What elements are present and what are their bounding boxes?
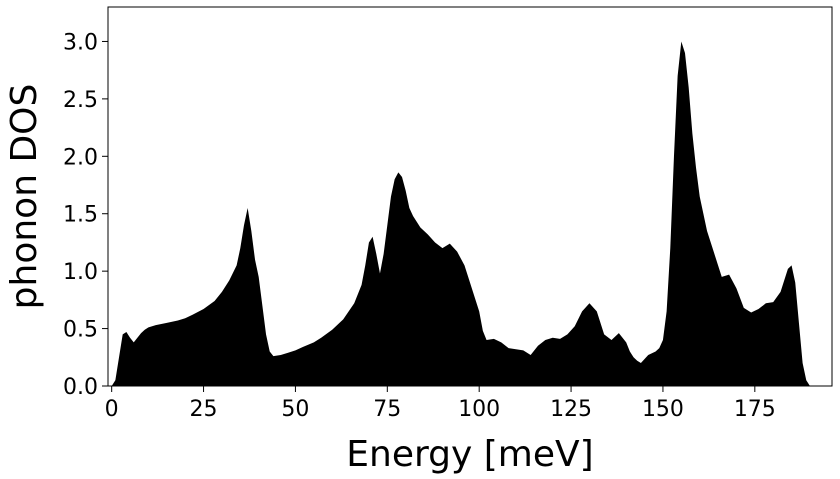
x-tick-label: 100 <box>458 397 500 422</box>
x-tick-label: 75 <box>373 397 401 422</box>
y-tick-label: 1.5 <box>63 203 98 228</box>
y-tick-label: 0.0 <box>63 375 98 400</box>
x-tick-label: 125 <box>550 397 592 422</box>
y-tick-label: 1.0 <box>63 260 98 285</box>
dos-area-series <box>111 41 810 386</box>
plot-frame <box>107 6 833 387</box>
y-tick-label: 2.0 <box>63 145 98 170</box>
y-tick-label: 3.0 <box>63 30 98 55</box>
x-tick-label: 0 <box>105 397 119 422</box>
y-tick-label: 0.5 <box>63 318 98 343</box>
x-axis: 0 25 50 75 100 125 150 175 <box>105 386 776 422</box>
y-axis-label: phonon DOS <box>4 84 45 310</box>
x-axis-label: Energy [meV] <box>346 434 593 475</box>
x-tick-label: 25 <box>190 397 218 422</box>
y-tick-label: 2.5 <box>63 88 98 113</box>
x-tick-label: 175 <box>734 397 776 422</box>
x-tick-label: 150 <box>642 397 684 422</box>
x-tick-label: 50 <box>281 397 309 422</box>
plot-area <box>107 6 833 387</box>
y-axis: 0.0 0.5 1.0 1.5 2.0 2.5 3.0 <box>63 30 108 400</box>
